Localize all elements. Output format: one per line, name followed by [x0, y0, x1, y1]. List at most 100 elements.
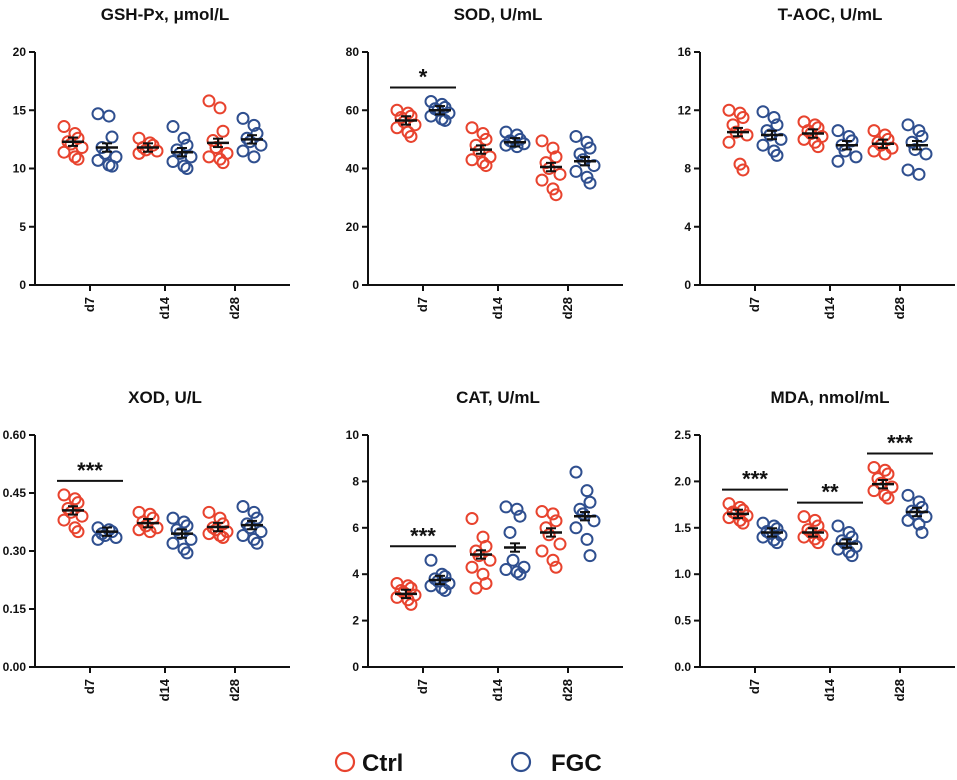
data-point-ctrl — [465, 512, 479, 526]
data-point-ctrl — [71, 496, 85, 510]
data-point-ctrl — [465, 121, 479, 135]
x-tick-label: d28 — [892, 297, 907, 319]
data-point-ctrl — [483, 553, 497, 567]
data-point-ctrl — [143, 525, 157, 539]
data-point-ctrl — [881, 491, 895, 505]
data-point-ctrl — [797, 510, 811, 524]
data-point-fgc — [756, 105, 770, 119]
y-tick-label: 2.0 — [674, 474, 691, 488]
y-tick-label: 4 — [684, 220, 691, 234]
data-point-fgc — [569, 521, 583, 535]
data-point-ctrl — [390, 121, 404, 135]
y-tick-label: 0.00 — [3, 660, 27, 674]
data-point-ctrl — [479, 159, 493, 173]
y-tick-label: 16 — [678, 45, 692, 59]
significance-label: ** — [821, 480, 839, 505]
data-point-fgc — [767, 111, 781, 125]
data-point-fgc — [435, 581, 449, 595]
data-point-fgc — [254, 138, 268, 152]
data-point-ctrl — [549, 188, 563, 202]
data-point-fgc — [91, 107, 105, 121]
data-point-ctrl — [546, 141, 560, 155]
data-point-ctrl — [202, 150, 216, 164]
data-point-fgc — [513, 509, 527, 523]
x-tick-label: d14 — [157, 678, 172, 701]
data-point-fgc — [184, 532, 198, 546]
data-point-ctrl — [64, 137, 78, 151]
x-tick-label: d28 — [227, 679, 242, 701]
data-point-fgc — [180, 162, 194, 175]
data-point-fgc — [513, 567, 527, 581]
y-tick-label: 10 — [346, 428, 360, 442]
data-point-fgc — [250, 536, 264, 550]
data-point-ctrl — [216, 124, 230, 138]
data-point-fgc — [247, 150, 261, 164]
x-tick-label: d7 — [82, 297, 97, 312]
data-point-fgc — [506, 553, 520, 567]
chart-panel-2: SOD, U/mL 0 20 40 60 80 d7 d14 d28 * — [346, 5, 623, 319]
data-point-ctrl — [75, 509, 89, 523]
data-point-fgc — [901, 513, 915, 527]
data-point-ctrl — [216, 156, 230, 170]
data-point-ctrl — [535, 505, 549, 519]
data-point-fgc — [166, 536, 180, 550]
data-point-fgc — [901, 163, 915, 177]
data-point-ctrl — [206, 134, 220, 148]
chart-title: XOD, U/L — [128, 388, 202, 407]
y-tick-label: 40 — [346, 162, 360, 176]
data-point-fgc — [499, 563, 513, 577]
data-point-fgc — [919, 147, 933, 161]
data-point-fgc — [569, 164, 583, 178]
y-tick-label: 12 — [678, 103, 692, 117]
data-point-fgc — [849, 150, 863, 164]
y-tick-label: 0 — [19, 278, 26, 292]
y-tick-label: 6 — [352, 521, 359, 535]
data-point-ctrl — [546, 553, 560, 567]
y-tick-label: 20 — [13, 45, 27, 59]
y-tick-label: 5 — [19, 220, 26, 234]
x-tick-label: d14 — [490, 678, 505, 701]
data-point-ctrl — [726, 118, 740, 132]
legend-label-ctrl: Ctrl — [362, 750, 403, 777]
data-point-ctrl — [465, 560, 479, 574]
y-tick-label: 10 — [13, 162, 27, 176]
data-point-fgc — [247, 118, 261, 132]
legend: Ctrl FGC — [334, 750, 602, 777]
data-point-ctrl — [469, 581, 483, 595]
data-point-fgc — [831, 519, 845, 533]
chart-title: GSH-Px, μmol/L — [101, 5, 229, 24]
data-point-fgc — [180, 546, 194, 560]
chart-panel-3: T-AOC, U/mL 0 4 8 12 16 d7 d14 d28 — [678, 5, 955, 319]
y-tick-label: 60 — [346, 103, 360, 117]
data-point-fgc — [105, 130, 119, 144]
data-point-ctrl — [867, 460, 881, 474]
x-tick-label: d14 — [490, 296, 505, 319]
data-point-ctrl — [549, 560, 563, 574]
data-point-fgc — [583, 495, 597, 509]
data-point-ctrl — [202, 94, 216, 108]
data-point-ctrl — [740, 128, 754, 142]
data-point-ctrl — [68, 150, 82, 164]
legend-marker-fgc — [510, 751, 532, 773]
data-point-ctrl — [476, 156, 490, 170]
data-point-fgc — [424, 553, 438, 567]
significance-label: *** — [410, 523, 436, 548]
data-point-ctrl — [57, 513, 71, 527]
x-tick-label: d7 — [747, 679, 762, 694]
chart-panel-6: MDA, nmol/mL 0.0 0.5 1.0 1.5 2.0 2.5 d7 d14 d28 **… — [674, 388, 955, 701]
data-point-fgc — [499, 500, 513, 514]
chart-title: MDA, nmol/mL — [771, 388, 890, 407]
data-point-fgc — [236, 111, 250, 125]
y-tick-label: 0.60 — [3, 428, 27, 442]
data-point-ctrl — [213, 101, 227, 115]
data-point-fgc — [243, 135, 257, 149]
y-tick-label: 0.30 — [3, 544, 27, 558]
data-point-ctrl — [722, 135, 736, 149]
x-tick-label: d7 — [747, 297, 762, 312]
x-tick-label: d28 — [560, 679, 575, 701]
data-point-ctrl — [213, 152, 227, 166]
y-tick-label: 80 — [346, 45, 360, 59]
y-tick-label: 8 — [352, 474, 359, 488]
x-tick-label: d28 — [892, 679, 907, 701]
